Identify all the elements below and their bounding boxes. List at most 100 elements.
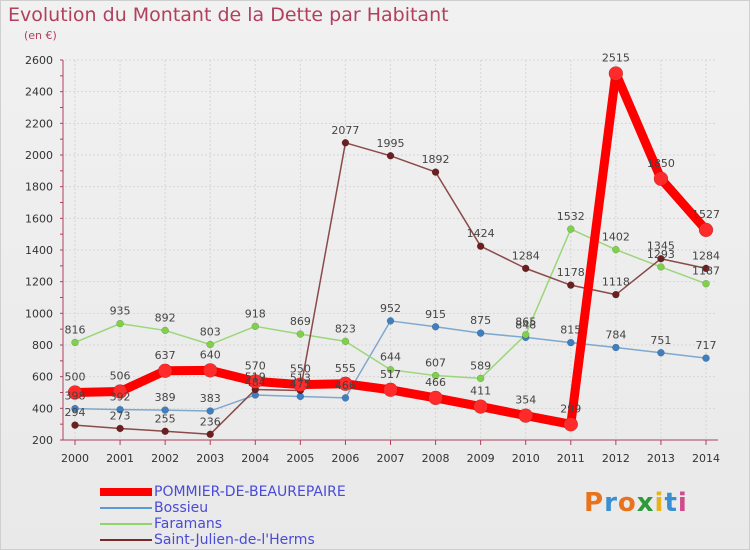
data-label: 519 <box>245 370 266 383</box>
data-label: 466 <box>335 379 356 392</box>
y-tick-label: 1400 <box>25 244 53 257</box>
legend-label: POMMIER-DE-BEAUREPAIRE <box>154 484 346 500</box>
data-label: 411 <box>470 385 491 398</box>
legend-label: Faramans <box>154 516 223 532</box>
series-point <box>386 365 395 374</box>
data-label: 1527 <box>692 208 720 221</box>
series-point <box>67 385 83 400</box>
series-point <box>612 290 620 299</box>
y-tick-label: 1800 <box>25 181 53 194</box>
data-label: 354 <box>515 394 536 407</box>
y-tick-label: 2200 <box>25 117 53 130</box>
data-label: 500 <box>65 371 86 384</box>
series-point <box>567 225 575 233</box>
series-point <box>476 242 485 250</box>
data-label: 1284 <box>692 249 720 262</box>
series-point <box>698 222 714 238</box>
data-label: 392 <box>110 391 131 404</box>
data-label: 2077 <box>331 124 359 137</box>
series-point <box>71 338 79 347</box>
series-point <box>612 245 620 254</box>
series-point <box>476 374 485 383</box>
y-tick-label: 400 <box>32 402 53 415</box>
series-point <box>431 371 440 380</box>
series-point <box>431 168 440 176</box>
data-label: 637 <box>155 349 176 362</box>
data-label: 555 <box>335 362 356 375</box>
series-point <box>71 404 79 413</box>
chart-subtitle: (en €) <box>24 29 57 42</box>
x-tick-label: 2006 <box>331 452 359 465</box>
series-point <box>341 337 350 346</box>
data-label: 1424 <box>467 227 495 240</box>
x-tick-label: 2005 <box>286 452 314 465</box>
series-point <box>248 374 263 389</box>
data-label: 273 <box>110 409 131 422</box>
legend-item: Faramans <box>100 516 222 532</box>
data-label: 816 <box>65 323 86 336</box>
x-axis-tick-labels: 2000 2001 2002 2003 2004 2005 2006 2007 2008 2009… <box>61 452 720 465</box>
data-label: 1995 <box>377 137 405 150</box>
y-tick-label: 1600 <box>25 212 53 225</box>
data-label: 823 <box>335 322 356 335</box>
data-label: 918 <box>245 307 266 320</box>
series-point <box>161 427 169 436</box>
axes <box>60 59 718 445</box>
x-tick-label: 2000 <box>61 452 89 465</box>
series-point <box>206 430 214 439</box>
series-point <box>112 384 128 399</box>
data-label: 1532 <box>557 210 585 223</box>
data-label: 398 <box>65 390 86 403</box>
legend-item: Bossieu <box>100 500 208 516</box>
y-axis-tick-labels: 200 400 600 800 1000 1200 1400 1600 1800 2000 2200… <box>25 54 53 447</box>
series-point <box>428 390 443 406</box>
chart-title: Evolution du Montant de la Dette par Hab… <box>8 4 449 26</box>
series-point <box>702 264 710 273</box>
data-label: 815 <box>560 324 581 337</box>
y-tick-label: 1200 <box>25 276 53 289</box>
data-label: 915 <box>425 308 446 321</box>
logo-letter: x <box>636 488 655 518</box>
data-label: 484 <box>245 376 266 389</box>
data-label: 848 <box>515 318 536 331</box>
data-labels: 398 392 389 383 484 475 466 952 915 875 848 815 784 7… <box>65 51 721 428</box>
data-label: 506 <box>110 370 131 383</box>
legend-item: Saint-Julien-de-l'Herms <box>100 532 315 548</box>
series-point <box>612 343 620 352</box>
data-label: 865 <box>515 316 536 329</box>
series-point <box>518 408 533 423</box>
series-point <box>386 152 395 160</box>
data-label: 1892 <box>422 153 450 166</box>
legend-swatch <box>100 523 152 525</box>
logo-letter: o <box>617 488 637 518</box>
x-tick-label: 2014 <box>692 452 720 465</box>
legend-label: Saint-Julien-de-l'Herms <box>154 532 315 548</box>
data-label: 466 <box>425 376 446 389</box>
data-label: 935 <box>110 305 131 318</box>
y-tick-label: 800 <box>32 339 53 352</box>
logo-letter: i <box>677 488 688 518</box>
series-point <box>383 382 398 398</box>
x-tick-label: 2008 <box>422 452 450 465</box>
series-point <box>161 326 169 335</box>
data-label: 875 <box>470 314 491 327</box>
data-label: 869 <box>290 315 311 328</box>
data-label: 607 <box>425 357 446 370</box>
data-label: 513 <box>290 371 311 384</box>
data-label: 644 <box>380 351 401 364</box>
logo-letter: r <box>604 488 618 518</box>
data-label: 383 <box>200 392 221 405</box>
data-label: 1402 <box>602 231 630 244</box>
x-tick-label: 2003 <box>196 452 224 465</box>
y-tick-label: 1000 <box>25 307 53 320</box>
data-label: 1178 <box>557 266 585 279</box>
data-label: 1118 <box>602 276 630 289</box>
series-point <box>702 279 710 288</box>
data-label: 640 <box>200 348 221 361</box>
y-tick-label: 2400 <box>25 86 53 99</box>
series-point <box>521 330 530 339</box>
series-point <box>521 264 530 273</box>
logo-letter: i <box>654 488 665 518</box>
series-point <box>71 421 79 429</box>
